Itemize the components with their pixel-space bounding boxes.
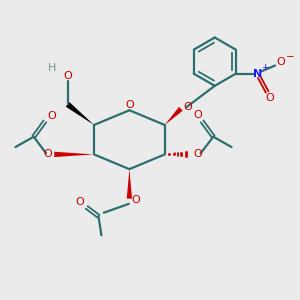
Text: O: O	[131, 195, 140, 205]
Text: O: O	[265, 94, 274, 103]
Text: +: +	[261, 63, 269, 72]
Polygon shape	[127, 169, 132, 199]
Polygon shape	[66, 102, 94, 125]
Text: −: −	[286, 52, 294, 62]
Text: O: O	[183, 102, 192, 112]
Text: N: N	[253, 69, 262, 79]
Polygon shape	[165, 107, 183, 125]
Text: O: O	[47, 110, 56, 121]
Text: H: H	[48, 63, 56, 74]
Text: O: O	[193, 149, 202, 159]
Text: O: O	[277, 57, 285, 67]
Text: O: O	[125, 100, 134, 110]
Text: O: O	[75, 197, 84, 207]
Polygon shape	[54, 152, 94, 157]
Text: O: O	[63, 70, 72, 80]
Text: O: O	[193, 110, 202, 120]
Text: O: O	[44, 149, 52, 159]
